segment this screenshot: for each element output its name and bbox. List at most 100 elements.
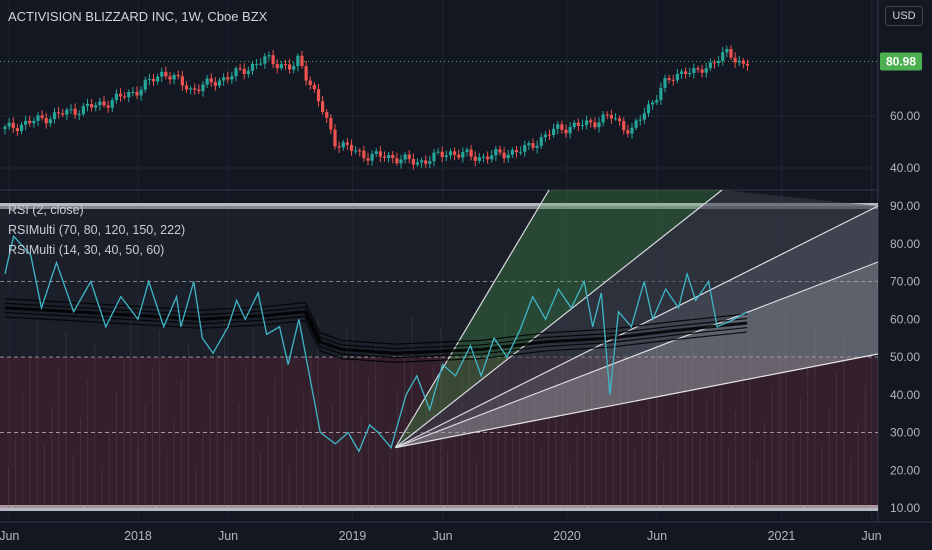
candle-body bbox=[201, 84, 205, 92]
price-tick-label: 40.00 bbox=[890, 161, 920, 175]
candle-body bbox=[547, 134, 552, 136]
rsi-texture-bar bbox=[605, 437, 607, 508]
rsi-texture-bar bbox=[490, 389, 492, 508]
candle-body bbox=[527, 143, 531, 146]
rsi-texture-bar bbox=[180, 380, 182, 508]
rsi-texture-bar bbox=[476, 463, 477, 508]
candle-body bbox=[671, 79, 675, 81]
rsi-texture-bar bbox=[720, 325, 722, 508]
candle-body bbox=[341, 142, 345, 148]
rsi-texture-bar bbox=[411, 316, 413, 508]
rsi-texture-bar bbox=[857, 422, 859, 508]
candle-body bbox=[354, 150, 358, 152]
candle-body bbox=[164, 71, 168, 77]
rsi-texture-bar bbox=[274, 379, 276, 508]
rsi-texture-bar bbox=[425, 402, 427, 508]
rsi-texture-bar bbox=[324, 440, 326, 508]
candle-body bbox=[420, 160, 424, 163]
candle-body bbox=[85, 103, 90, 107]
candle-body bbox=[494, 149, 498, 156]
fan-line bbox=[395, 353, 879, 449]
candle-body bbox=[28, 120, 32, 124]
currency-button[interactable]: USD bbox=[885, 6, 923, 26]
candle-body bbox=[263, 56, 267, 64]
indicator-legend-rsimulti-short[interactable]: RSIMulti (14, 30, 40, 50, 60) bbox=[8, 243, 165, 257]
candle-body bbox=[250, 63, 255, 71]
candle-body bbox=[704, 68, 708, 73]
candle-body bbox=[24, 120, 28, 125]
candle-body bbox=[453, 151, 457, 155]
candle-body bbox=[77, 114, 81, 116]
rsi-texture-bar bbox=[80, 418, 81, 508]
rsi-texture-bar bbox=[785, 312, 787, 508]
candle-body bbox=[242, 68, 246, 74]
rsi-texture-bar bbox=[512, 438, 513, 508]
rsi-texture-bar bbox=[245, 367, 247, 508]
rsi-texture-bar bbox=[44, 443, 45, 508]
fan-line bbox=[394, 189, 550, 448]
rsi-texture-bar bbox=[238, 404, 240, 508]
rsi-texture-bar bbox=[864, 385, 866, 508]
candle-body bbox=[490, 155, 494, 160]
candle-body bbox=[234, 68, 238, 77]
candle-body bbox=[580, 125, 585, 127]
indicator-lines bbox=[4, 234, 748, 453]
rsi-texture-bar bbox=[108, 430, 110, 508]
rsi-texture-bar bbox=[144, 405, 146, 508]
candle-body bbox=[387, 154, 391, 158]
candle-body bbox=[217, 80, 222, 86]
candle-body bbox=[156, 76, 160, 82]
rsi-tick-label: 70.00 bbox=[890, 275, 920, 289]
x-tick-label: Jun bbox=[218, 529, 238, 543]
rsi-texture-bar bbox=[375, 341, 377, 508]
candle-body bbox=[638, 119, 642, 121]
candle-body bbox=[605, 114, 609, 116]
candle-body bbox=[226, 77, 230, 80]
rsi-texture-bar bbox=[677, 387, 679, 508]
candle-body bbox=[675, 73, 679, 81]
rsi-texture-bar bbox=[706, 399, 708, 508]
rsi-texture-bar bbox=[188, 343, 189, 508]
candle-body bbox=[15, 128, 19, 132]
candle-body bbox=[655, 99, 659, 103]
candle-body bbox=[69, 108, 73, 110]
rsi-texture-bar bbox=[699, 436, 701, 508]
candle-body bbox=[44, 117, 48, 124]
candle-body bbox=[646, 104, 651, 114]
rsi-texture-bar bbox=[569, 462, 571, 508]
rsi-texture-bar bbox=[58, 369, 60, 508]
rsi-texture-bar bbox=[123, 356, 125, 508]
x-tick-label: 2021 bbox=[768, 529, 796, 543]
candle-body bbox=[147, 78, 151, 80]
candle-body bbox=[176, 74, 180, 77]
rsi-texture-bar bbox=[519, 401, 521, 508]
indicator-legend-rsi[interactable]: RSI (2, close) bbox=[8, 203, 84, 217]
candle-body bbox=[523, 145, 527, 152]
candle-body bbox=[733, 57, 737, 63]
candle-body bbox=[189, 88, 193, 90]
rsi-texture-bar bbox=[51, 406, 53, 508]
candle-body bbox=[246, 70, 250, 74]
rsi-texture-bar bbox=[202, 429, 204, 508]
candle-body bbox=[684, 71, 688, 74]
candle-body bbox=[436, 151, 440, 153]
rsi-texture-bar bbox=[260, 453, 261, 508]
indicator-legend-rsimulti-long[interactable]: RSIMulti (70, 80, 120, 150, 222) bbox=[8, 223, 186, 237]
candle-body bbox=[531, 143, 535, 148]
candle-body bbox=[444, 155, 448, 157]
candle-body bbox=[535, 145, 539, 148]
candle-body bbox=[609, 115, 613, 119]
rsi-texture-bar bbox=[101, 467, 103, 508]
candle-body bbox=[180, 76, 184, 86]
rsi-texture-bar bbox=[252, 330, 254, 508]
candle-body bbox=[568, 126, 572, 134]
rsi-tick-label: 30.00 bbox=[890, 426, 920, 440]
candle-body bbox=[131, 91, 135, 93]
candle-body bbox=[151, 78, 156, 82]
rsi-texture-bar bbox=[195, 466, 197, 508]
rsi-texture-bar bbox=[8, 468, 9, 508]
candle-body bbox=[57, 112, 61, 114]
candle-body bbox=[613, 118, 618, 120]
candle-body bbox=[143, 79, 147, 90]
